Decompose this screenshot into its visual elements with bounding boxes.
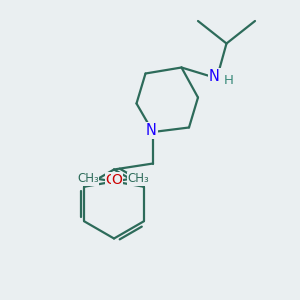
Text: H: H (224, 74, 233, 87)
Text: N: N (209, 69, 220, 84)
Text: N: N (146, 123, 157, 138)
Text: O: O (106, 173, 117, 187)
Text: O: O (111, 173, 122, 187)
Text: CH₃: CH₃ (128, 172, 150, 185)
Text: CH₃: CH₃ (77, 172, 99, 185)
